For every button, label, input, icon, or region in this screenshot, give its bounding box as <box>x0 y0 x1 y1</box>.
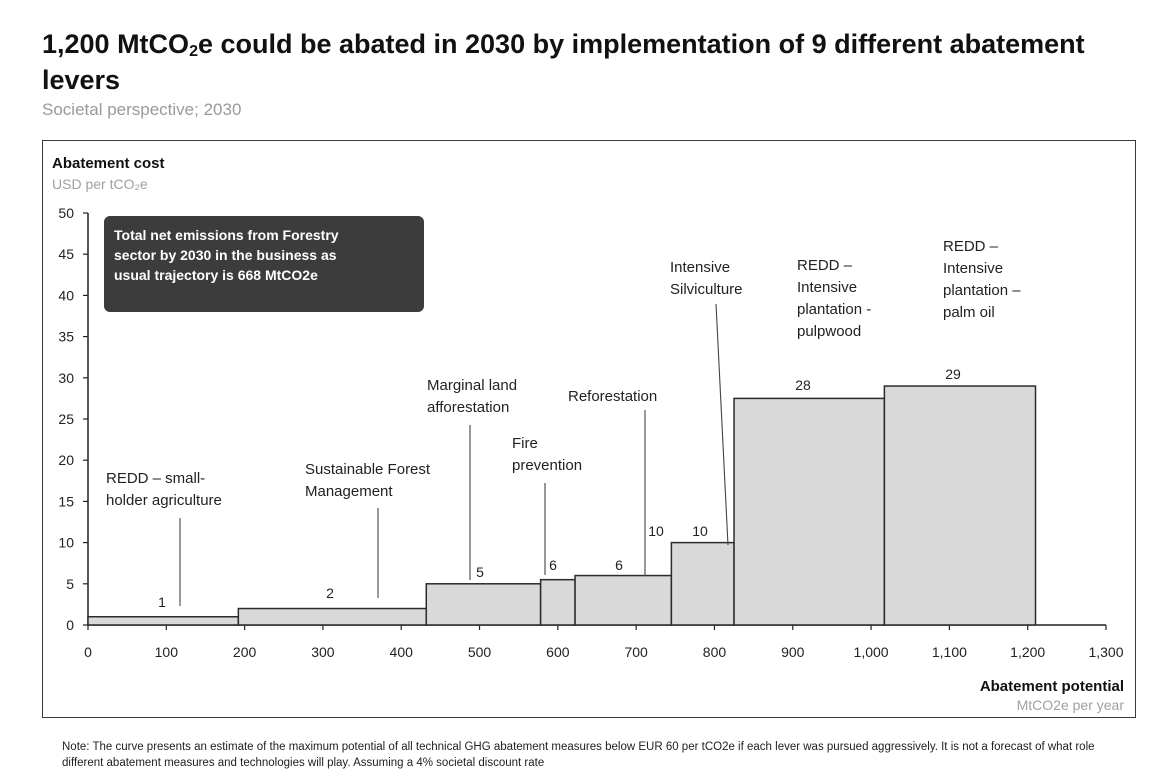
y-tick-label: 10 <box>58 535 74 551</box>
bar <box>539 578 576 626</box>
bar-value-label: 1 <box>158 594 166 610</box>
lever-label-line: REDD – <box>943 238 999 255</box>
bar <box>87 616 240 626</box>
x-tick-label: 700 <box>624 644 648 660</box>
lever-label-line: plantation – <box>943 282 1021 299</box>
x-axis-unit: MtCO2e per year <box>1017 697 1125 713</box>
x-tick-label: 0 <box>84 644 92 660</box>
bar <box>733 397 886 626</box>
lever-label-line: Silviculture <box>670 281 743 298</box>
x-tick-label: 1,200 <box>1010 644 1045 660</box>
lever-label-line: REDD – <box>797 257 853 274</box>
y-tick-label: 30 <box>58 370 74 386</box>
title-subscript: 2 <box>189 43 198 60</box>
bar-value-label: 6 <box>549 557 557 573</box>
bar-value-label: 2 <box>326 585 334 601</box>
callout-text: Total net emissions from Forestry sector … <box>114 227 339 283</box>
lever-label-line: pulpwood <box>797 323 861 340</box>
bar <box>883 385 1037 626</box>
lever-label-line: Reforestation <box>568 388 657 405</box>
lever-label: REDD – small-holder agriculture <box>106 470 222 509</box>
callout-line: Total net emissions from Forestry <box>114 227 339 243</box>
bar <box>425 583 542 626</box>
y-tick-label: 35 <box>58 329 74 345</box>
title-part-2: e could be abated in 2030 by implementat… <box>42 29 1085 95</box>
x-tick-label: 1,100 <box>932 644 967 660</box>
lever-label: Intensive Silviculture <box>670 259 743 298</box>
lever-label-line: Fire <box>512 435 538 452</box>
bar <box>574 574 673 626</box>
chart-title: 1,200 MtCO2e could be abated in 2030 by … <box>42 26 1102 98</box>
y-axis-title: Abatement cost <box>52 155 165 172</box>
chart-subtitle: Societal perspective; 2030 <box>42 100 242 119</box>
x-axis-title: Abatement potential <box>980 678 1124 695</box>
bar-value-label: 10 <box>692 523 708 539</box>
x-tick-label: 100 <box>155 644 179 660</box>
title-part-1: 1,200 MtCO <box>42 29 190 59</box>
lever-label-line: plantation - <box>797 301 871 318</box>
lever-label-line: Intensive <box>670 259 730 276</box>
bar-value-label: 6 <box>615 557 623 573</box>
lever-label-line: Marginal land <box>427 377 517 394</box>
lever-label-line: palm oil <box>943 304 995 321</box>
lever-label-line: Intensive <box>943 260 1003 277</box>
x-tick-label: 1,300 <box>1088 644 1123 660</box>
bar-value-label: 29 <box>945 366 961 382</box>
bar-value-label: 28 <box>795 377 811 393</box>
lever-label-line: prevention <box>512 457 582 474</box>
lever-label-line: Management <box>305 483 393 500</box>
lever-label: REDD – Intensive plantation - pulpwood <box>797 257 871 340</box>
x-tick-label: 500 <box>468 644 492 660</box>
x-tick-label: 300 <box>311 644 335 660</box>
lever-label: Marginal land afforestation <box>427 377 517 416</box>
x-tick-label: 800 <box>703 644 727 660</box>
lever-label-line: Sustainable Forest <box>305 461 431 478</box>
bar-value-label: 5 <box>476 564 484 580</box>
callout-line: usual trajectory is 668 MtCO2e <box>114 267 318 283</box>
y-tick-label: 20 <box>58 452 74 468</box>
lever-label-line: Intensive <box>797 279 857 296</box>
x-tick-label: 600 <box>546 644 570 660</box>
lever-label: REDD – Intensive plantation – palm oil <box>943 238 1021 321</box>
chart-frame <box>42 140 1136 718</box>
x-tick-label: 1,000 <box>854 644 889 660</box>
y-tick-label: 40 <box>58 287 74 303</box>
x-tick-label: 200 <box>233 644 257 660</box>
y-axis-unit: USD per tCO₂e <box>52 176 148 192</box>
lever-label-line: holder agriculture <box>106 492 222 509</box>
leader-line <box>715 303 729 546</box>
y-tick-label: 25 <box>58 411 74 427</box>
x-tick-label: 900 <box>781 644 805 660</box>
y-tick-label: 45 <box>58 246 74 262</box>
x-tick-label: 400 <box>390 644 414 660</box>
callout-line: sector by 2030 in the business as <box>114 247 337 263</box>
y-tick-label: 50 <box>58 205 74 221</box>
lever-label: Fire prevention <box>512 435 582 474</box>
y-tick-label: 5 <box>66 576 74 592</box>
footnote: Note: The curve presents an estimate of … <box>62 741 1095 769</box>
bar <box>237 607 428 626</box>
lever-label: Reforestation <box>568 388 657 405</box>
lever-label-line: REDD – small- <box>106 470 205 487</box>
callout-box <box>104 216 424 312</box>
bar <box>670 541 735 626</box>
y-tick-label: 0 <box>66 617 74 633</box>
lever-label: Sustainable Forest Management <box>305 461 431 500</box>
y-tick-label: 15 <box>58 493 74 509</box>
lever-label-line: afforestation <box>427 399 509 416</box>
bar-value-label-extra: 10 <box>648 523 664 539</box>
